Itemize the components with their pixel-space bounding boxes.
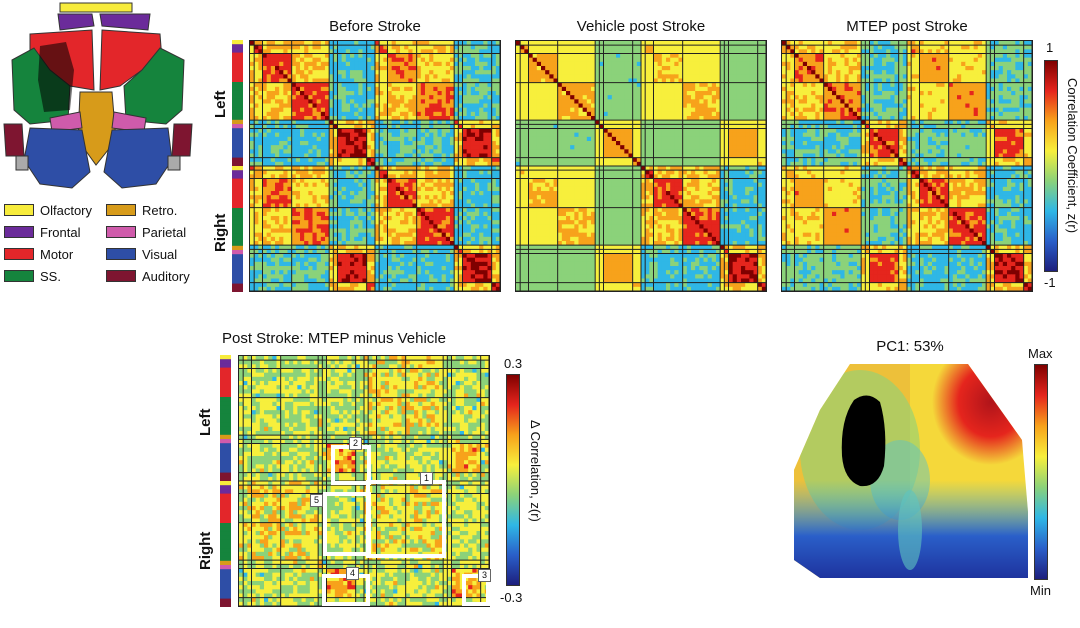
highlight-box-1: [366, 480, 446, 558]
diff-side-right: Right: [197, 531, 214, 570]
colorbar-delta-max: 0.3: [504, 356, 523, 371]
legend-label: Parietal: [142, 224, 187, 240]
legend-item: Auditory: [106, 268, 190, 284]
matrix-mtep-post-stroke: [781, 40, 1033, 292]
region-auditory: [3, 123, 25, 157]
colorbar-pc1-max: Max: [1028, 346, 1053, 361]
legend-item: Visual: [106, 246, 177, 262]
box-label-4: 4: [346, 567, 360, 580]
legend-label: SS.: [40, 268, 61, 284]
highlight-box-5: [323, 492, 371, 556]
matrix-before-stroke: [249, 40, 501, 292]
highlight-box-2: [331, 445, 371, 485]
colorbar-label: Correlation Coefficient, z(r): [1065, 78, 1080, 234]
matrix-vehicle-post-stroke: [515, 40, 767, 292]
legend-label: Auditory: [142, 268, 190, 284]
legend-label: Visual: [142, 246, 178, 262]
colorbar-pc1-min: Min: [1030, 583, 1051, 598]
lesion-overlay: [38, 42, 74, 112]
region-frontal: [57, 13, 95, 31]
side-label-right: Right: [212, 213, 229, 252]
matrix-title-before: Before Stroke: [329, 18, 421, 35]
legend-swatch: [106, 270, 136, 282]
legend-item: Parietal: [106, 224, 186, 240]
legend-swatch: [4, 270, 34, 282]
matrix-title-mtep: MTEP post Stroke: [846, 18, 968, 35]
legend-swatch: [4, 204, 34, 216]
pc1-title: PC1: 53%: [876, 338, 944, 355]
diff-title: Post Stroke: MTEP minus Vehicle: [222, 330, 446, 347]
legend-item: Motor: [4, 246, 73, 262]
legend-item: Retro.: [106, 202, 177, 218]
atlas-map: [0, 0, 200, 195]
legend-label: Frontal: [40, 224, 81, 240]
colorbar-delta-label: Δ Correlation, z(r): [528, 420, 543, 522]
legend-item: SS.: [4, 268, 61, 284]
legend-swatch: [106, 204, 136, 216]
legend-label: Retro.: [142, 202, 178, 218]
region-strip-b: [220, 355, 231, 608]
box-label-1: 1: [420, 472, 434, 485]
colorbar-delta-min: -0.3: [500, 590, 523, 605]
box-label-3: 3: [478, 569, 492, 582]
region-parietal: [49, 111, 83, 133]
diff-side-left: Left: [197, 408, 214, 437]
legend-label: Motor: [40, 246, 74, 262]
colorbar-min: -1: [1044, 275, 1056, 290]
box-label-5: 5: [310, 494, 324, 507]
colorbar-correlation: [1044, 60, 1058, 272]
matrix-title-vehicle: Vehicle post Stroke: [576, 18, 706, 35]
colorbar-pc1: [1034, 364, 1048, 580]
region-olfactory: [59, 2, 133, 13]
colorbar-max: 1: [1046, 40, 1054, 55]
region-strip-a: [232, 40, 243, 293]
legend-swatch: [106, 226, 136, 238]
highlight-box-3: [462, 574, 490, 606]
box-label-2: 2: [349, 437, 363, 450]
side-label-left: Left: [212, 90, 229, 119]
legend-label: Olfactory: [40, 202, 93, 218]
pc1-map: [790, 360, 1030, 582]
lesion-mask: [841, 395, 886, 487]
legend-item: Olfactory: [4, 202, 92, 218]
legend-swatch: [4, 226, 34, 238]
legend-item: Frontal: [4, 224, 80, 240]
legend-swatch: [106, 248, 136, 260]
region-visual: [23, 127, 91, 189]
legend-swatch: [4, 248, 34, 260]
colorbar-delta: [506, 374, 520, 586]
